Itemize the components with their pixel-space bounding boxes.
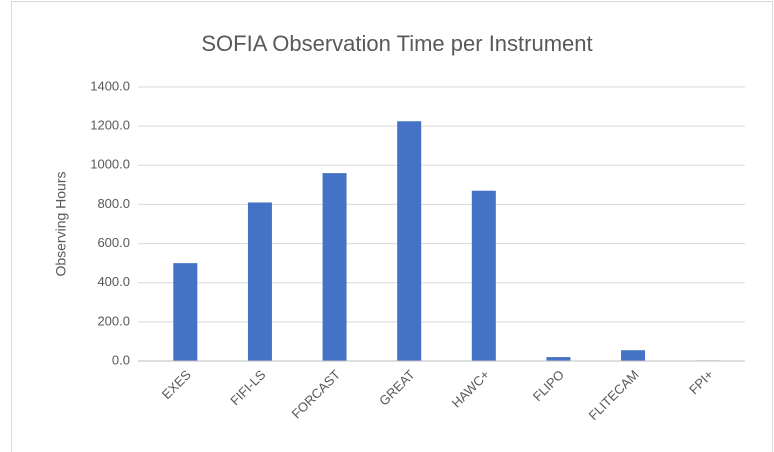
bar xyxy=(247,202,272,361)
bar xyxy=(471,190,496,361)
y-tick-label: 1000.0 xyxy=(90,157,130,172)
bar xyxy=(397,121,422,361)
y-tick-label: 400.0 xyxy=(97,274,130,289)
y-tick-label: 0.0 xyxy=(112,352,130,367)
y-tick-label: 600.0 xyxy=(97,235,130,250)
bar xyxy=(322,173,347,361)
chart-border xyxy=(11,1,773,452)
y-tick-label: 800.0 xyxy=(97,196,130,211)
y-tick-label: 1200.0 xyxy=(90,118,130,133)
y-axis-label: Observing Hours xyxy=(53,171,69,276)
bar xyxy=(546,357,571,361)
chart-title: SOFIA Observation Time per Instrument xyxy=(201,31,592,56)
y-tick-label: 200.0 xyxy=(97,313,130,328)
bar xyxy=(621,350,646,361)
bar xyxy=(173,263,198,361)
y-tick-label: 1400.0 xyxy=(90,78,130,93)
